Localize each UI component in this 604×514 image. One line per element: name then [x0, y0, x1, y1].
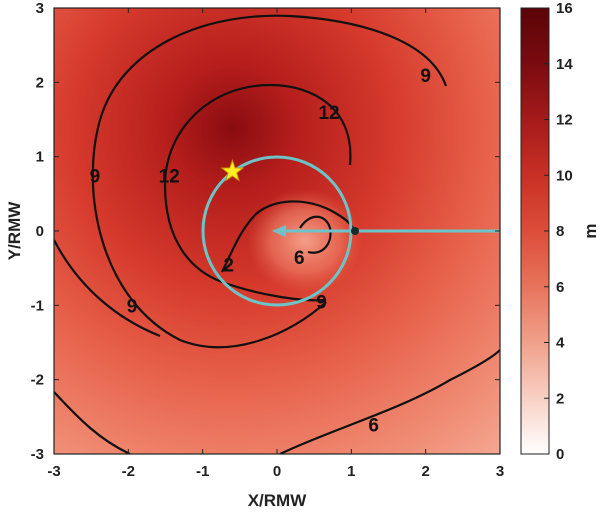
contour-label: 9	[420, 66, 431, 87]
contour-12	[163, 83, 352, 302]
contour-9-outer	[91, 14, 448, 349]
x-tick-label: -3	[47, 463, 60, 480]
y-tick-label: -2	[31, 372, 44, 389]
contour-label: 12	[318, 103, 339, 124]
contour-6-outer	[54, 391, 131, 454]
contour-12-inner	[221, 200, 357, 273]
star-marker-icon	[220, 158, 245, 182]
x-tick-label: 3	[496, 463, 504, 480]
x-axis-ticks: -3 -2 -1 0 1 2 3	[47, 8, 504, 480]
colorbar-tick-label: 14	[556, 56, 573, 73]
contour-labels: 9 12 9 12 6 2 9 9 6	[90, 66, 431, 436]
colorbar-tick-label: 12	[556, 112, 573, 129]
colorbar-tick-label: 10	[556, 167, 573, 184]
colorbar-label: m	[581, 223, 600, 238]
colorbar-tick-label: 6	[556, 279, 564, 296]
contour-lines	[54, 14, 500, 454]
x-tick-label: -2	[122, 463, 135, 480]
y-tick-label: 1	[36, 149, 44, 166]
x-tick-label: 2	[421, 463, 429, 480]
x-tick-label: 0	[273, 463, 281, 480]
storm-motion-vector	[272, 225, 500, 237]
contour-label: 9	[90, 166, 101, 187]
contour-label: 6	[294, 248, 305, 269]
colorbar-tick-label: 16	[556, 0, 573, 17]
colorbar-tick-label: 2	[556, 390, 564, 407]
y-tick-label: 3	[36, 0, 44, 17]
contour-9-left	[54, 239, 161, 338]
x-tick-label: -1	[196, 463, 209, 480]
y-tick-label: -3	[31, 446, 44, 463]
y-tick-label: -1	[31, 297, 44, 314]
heatmap-field: 9 12 9 12 6 2 9 9 6	[54, 8, 500, 454]
colorbar-tick-label: 8	[556, 223, 564, 240]
colorbar-tick-label: 0	[556, 446, 564, 463]
field-minimum-region	[247, 189, 363, 293]
colorbar-ticks: 0 2 4 6 8 10 12 14 16	[544, 0, 573, 463]
x-axis-label: X/RMW	[248, 491, 308, 510]
y-tick-label: 2	[36, 74, 44, 91]
contour-6-inner	[299, 215, 332, 254]
contour-6-right	[279, 349, 500, 454]
contour-label: 6	[368, 415, 379, 436]
y-axis-label: Y/RMW	[5, 201, 24, 261]
colorbar-tick-label: 4	[556, 335, 565, 352]
y-tick-label: 0	[36, 223, 44, 240]
contour-label: 9	[316, 293, 327, 314]
contour-label: 2	[223, 255, 234, 276]
contour-label: 9	[127, 296, 138, 317]
colorbar: 0 2 4 6 8 10 12 14 16 m	[520, 0, 600, 463]
x-tick-label: 1	[347, 463, 355, 480]
arrow-head-icon	[272, 225, 286, 237]
contour-label: 12	[159, 166, 180, 187]
